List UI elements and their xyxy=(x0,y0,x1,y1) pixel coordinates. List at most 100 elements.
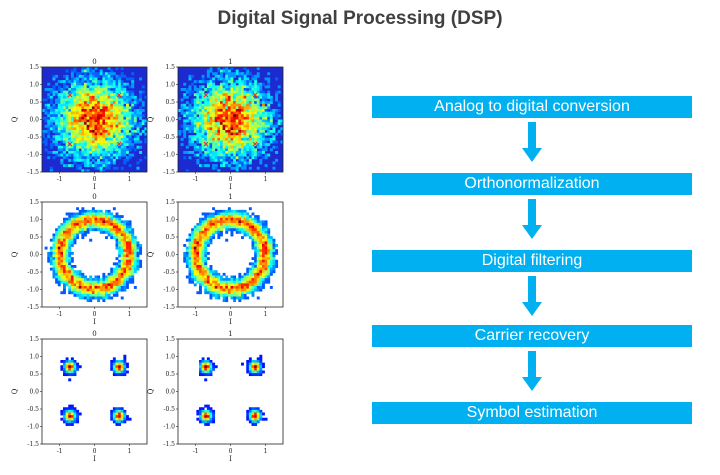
y-tick-label: 1.0 xyxy=(29,217,39,224)
down-arrow-icon xyxy=(522,276,542,316)
y-tick-label: 0.0 xyxy=(29,389,39,396)
density-cells xyxy=(42,67,148,173)
density-cells xyxy=(196,354,268,426)
y-axis-label: Q xyxy=(147,251,155,257)
plot-title: 1 xyxy=(228,193,232,201)
y-tick-label: 1.5 xyxy=(29,64,39,71)
y-axis-label: Q xyxy=(147,116,155,122)
y-tick-label: 1.0 xyxy=(165,354,175,361)
y-tick-label: 0.5 xyxy=(29,371,39,378)
x-axis-label: I xyxy=(229,455,232,463)
x-axis-label: I xyxy=(93,318,96,326)
x-tick-label: 0 xyxy=(229,448,233,455)
y-tick-label: -1.0 xyxy=(27,287,39,294)
y-axis-label: Q xyxy=(11,388,19,394)
x-tick-label: -1 xyxy=(193,448,199,455)
x-tick-label: 1 xyxy=(128,311,132,318)
constellation-plot: 1 -1 0 1 1.5 1.0 0.5 0.0 -0.5 -1.0 -1.5 I Q xyxy=(147,330,284,463)
x-axis-label: I xyxy=(229,183,232,191)
y-tick-label: 1.5 xyxy=(29,199,39,206)
y-tick-label: -1.0 xyxy=(163,287,175,294)
constellation-marker xyxy=(67,141,73,147)
plot-title: 0 xyxy=(92,193,96,201)
y-tick-label: -0.5 xyxy=(27,269,39,276)
y-tick-label: 0.0 xyxy=(165,117,175,124)
y-tick-label: 0.0 xyxy=(29,117,39,124)
x-tick-label: -1 xyxy=(193,176,199,183)
y-tick-label: 1.5 xyxy=(29,336,39,343)
y-tick-label: -1.5 xyxy=(163,304,175,311)
x-tick-label: 1 xyxy=(128,448,132,455)
y-tick-label: -0.5 xyxy=(163,134,175,141)
y-tick-label: 0.5 xyxy=(165,99,175,106)
constellation-marker xyxy=(203,92,209,98)
page-title: Digital Signal Processing (DSP) xyxy=(217,8,503,29)
y-tick-label: -1.0 xyxy=(163,424,175,431)
stage-orthonormalization: Orthonormalization xyxy=(372,173,692,195)
y-tick-label: 0.0 xyxy=(165,252,175,259)
y-tick-label: 1.5 xyxy=(165,199,175,206)
x-tick-label: 1 xyxy=(264,448,268,455)
y-tick-label: 0.5 xyxy=(165,371,175,378)
y-axis-label: Q xyxy=(11,116,19,122)
stage-analog-to-digital-conversion: Analog to digital conversion xyxy=(372,96,692,118)
y-tick-label: -1.5 xyxy=(27,304,39,311)
down-arrow-icon xyxy=(522,122,542,162)
y-axis-label: Q xyxy=(11,251,19,257)
x-tick-label: -1 xyxy=(57,176,63,183)
y-tick-label: 1.0 xyxy=(29,354,39,361)
x-tick-label: 1 xyxy=(264,176,268,183)
y-axis-label: Q xyxy=(147,388,155,394)
stage-symbol-estimation: Symbol estimation xyxy=(372,402,692,424)
down-arrow-icon xyxy=(522,351,542,391)
constellation-marker xyxy=(67,92,73,98)
constellation-marker xyxy=(116,92,122,98)
y-tick-label: 1.0 xyxy=(29,82,39,89)
x-tick-label: 0 xyxy=(229,311,233,318)
down-arrow-icon xyxy=(522,199,542,239)
y-tick-label: 1.5 xyxy=(165,336,175,343)
constellation-plot: 1 -1 0 1 1.5 1.0 0.5 0.0 -0.5 -1.0 -1.5 I Q xyxy=(147,58,284,191)
constellation-marker xyxy=(252,92,258,98)
x-axis-label: I xyxy=(93,183,96,191)
y-tick-label: 1.0 xyxy=(165,82,175,89)
constellation-marker xyxy=(116,141,122,147)
y-tick-label: -1.5 xyxy=(27,169,39,176)
y-tick-label: 0.5 xyxy=(29,99,39,106)
y-tick-label: -1.5 xyxy=(163,169,175,176)
x-tick-label: 1 xyxy=(264,311,268,318)
y-tick-label: -0.5 xyxy=(163,269,175,276)
plot-title: 1 xyxy=(228,58,232,66)
y-tick-label: 1.5 xyxy=(165,64,175,71)
y-tick-label: 0.0 xyxy=(165,389,175,396)
x-axis-label: I xyxy=(93,455,96,463)
y-tick-label: -1.0 xyxy=(163,152,175,159)
x-tick-label: -1 xyxy=(193,311,199,318)
constellation-plot: 1 -1 0 1 1.5 1.0 0.5 0.0 -0.5 -1.0 -1.5 I Q xyxy=(147,193,284,326)
x-tick-label: 1 xyxy=(128,176,132,183)
y-tick-label: 0.5 xyxy=(29,234,39,241)
plot-title: 1 xyxy=(228,330,232,338)
constellation-marker xyxy=(252,141,258,147)
x-tick-label: 0 xyxy=(93,176,97,183)
y-tick-label: -1.5 xyxy=(27,441,39,448)
density-cells xyxy=(44,207,143,303)
x-tick-label: 0 xyxy=(93,311,97,318)
y-tick-label: -0.5 xyxy=(163,406,175,413)
constellation-plot: 0 -1 0 1 1.5 1.0 0.5 0.0 -0.5 -1.0 -1.5 I Q xyxy=(11,193,148,326)
stage-carrier-recovery: Carrier recovery xyxy=(372,325,692,347)
x-tick-label: 0 xyxy=(229,176,233,183)
y-tick-label: -0.5 xyxy=(27,406,39,413)
density-cells xyxy=(60,354,132,426)
stage-digital-filtering: Digital filtering xyxy=(372,250,692,272)
x-axis-label: I xyxy=(229,318,232,326)
density-cells xyxy=(178,67,284,173)
x-tick-label: 0 xyxy=(93,448,97,455)
y-tick-label: -0.5 xyxy=(27,134,39,141)
density-cells xyxy=(183,207,279,303)
y-tick-label: -1.0 xyxy=(27,152,39,159)
x-tick-label: -1 xyxy=(57,311,63,318)
plot-title: 0 xyxy=(92,330,96,338)
constellation-plot: 0 -1 0 1 1.5 1.0 0.5 0.0 -0.5 -1.0 -1.5 I Q xyxy=(11,330,148,463)
